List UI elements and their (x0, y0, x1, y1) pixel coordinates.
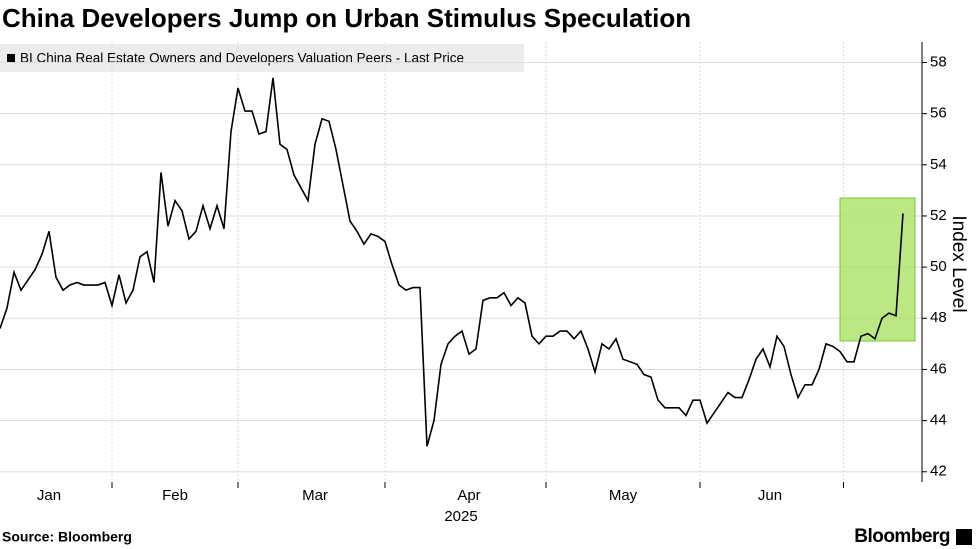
chart-title: China Developers Jump on Urban Stimulus … (2, 3, 691, 33)
x-tick-label: Jan (37, 487, 61, 504)
x-tick-label: Feb (162, 487, 188, 504)
y-axis-title: Index Level (948, 215, 969, 312)
y-tick-label: 42 (930, 463, 947, 480)
y-tick-label: 46 (930, 360, 947, 377)
y-tick-label: 56 (930, 105, 947, 122)
x-tick-label: Mar (302, 487, 328, 504)
line-series (0, 77, 904, 447)
y-tick-label: 44 (930, 412, 947, 429)
legend-label: BI China Real Estate Owners and Develope… (20, 51, 464, 66)
x-axis-title: 2025 (444, 508, 477, 525)
source: Source: Bloomberg (2, 529, 132, 545)
x-tick-label: Apr (457, 487, 480, 504)
y-tick-label: 52 (930, 207, 947, 224)
x-tick-label: Jun (758, 487, 782, 504)
brand: Bloomberg (854, 526, 950, 547)
brand-icon (956, 529, 972, 545)
y-tick-label: 50 (930, 258, 947, 275)
y-tick-label: 54 (930, 156, 947, 173)
y-tick-label: 58 (930, 53, 947, 70)
legend-box (0, 44, 524, 72)
y-tick-label: 48 (930, 309, 947, 326)
x-tick-label: May (609, 487, 638, 504)
highlight-box (839, 197, 916, 342)
legend-swatch (7, 54, 15, 62)
